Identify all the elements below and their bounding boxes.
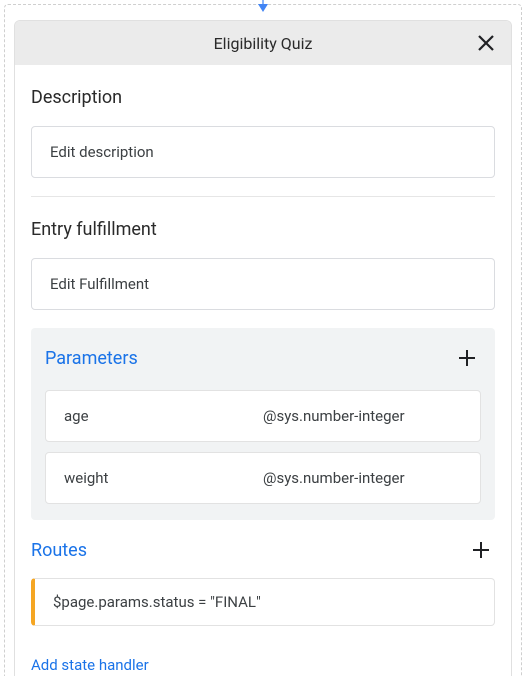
routes-section: Routes $page.params.status = "FINAL" xyxy=(31,536,495,626)
add-parameter-button[interactable] xyxy=(453,344,481,372)
parameters-heading[interactable]: Parameters xyxy=(45,348,138,369)
routes-heading[interactable]: Routes xyxy=(31,540,87,561)
description-heading: Description xyxy=(31,87,495,108)
close-button[interactable] xyxy=(475,32,497,54)
parameter-name: age xyxy=(64,407,263,425)
parameter-name: weight xyxy=(64,469,263,487)
entry-fulfillment-heading: Entry fulfillment xyxy=(31,219,495,240)
edit-description-button[interactable]: Edit description xyxy=(31,126,495,178)
panel-title: Eligibility Quiz xyxy=(214,34,313,53)
plus-icon xyxy=(457,348,477,368)
plus-icon xyxy=(471,540,491,560)
incoming-arrow-icon xyxy=(255,0,271,16)
parameters-section: Parameters age @sys.number-integer weigh… xyxy=(31,328,495,520)
edit-fulfillment-button[interactable]: Edit Fulfillment xyxy=(31,258,495,310)
add-route-button[interactable] xyxy=(467,536,495,564)
divider xyxy=(31,196,495,197)
panel-content: Description Edit description Entry fulfi… xyxy=(15,87,511,674)
parameter-type: @sys.number-integer xyxy=(263,469,462,487)
parameter-row[interactable]: age @sys.number-integer xyxy=(45,390,481,442)
parameter-row[interactable]: weight @sys.number-integer xyxy=(45,452,481,504)
close-icon xyxy=(477,34,495,52)
add-state-handler-link[interactable]: Add state handler xyxy=(31,656,149,674)
route-row[interactable]: $page.params.status = "FINAL" xyxy=(31,578,495,626)
parameter-type: @sys.number-integer xyxy=(263,407,462,425)
page-panel: Eligibility Quiz Description Edit descri… xyxy=(14,20,512,676)
panel-header: Eligibility Quiz xyxy=(15,21,511,65)
